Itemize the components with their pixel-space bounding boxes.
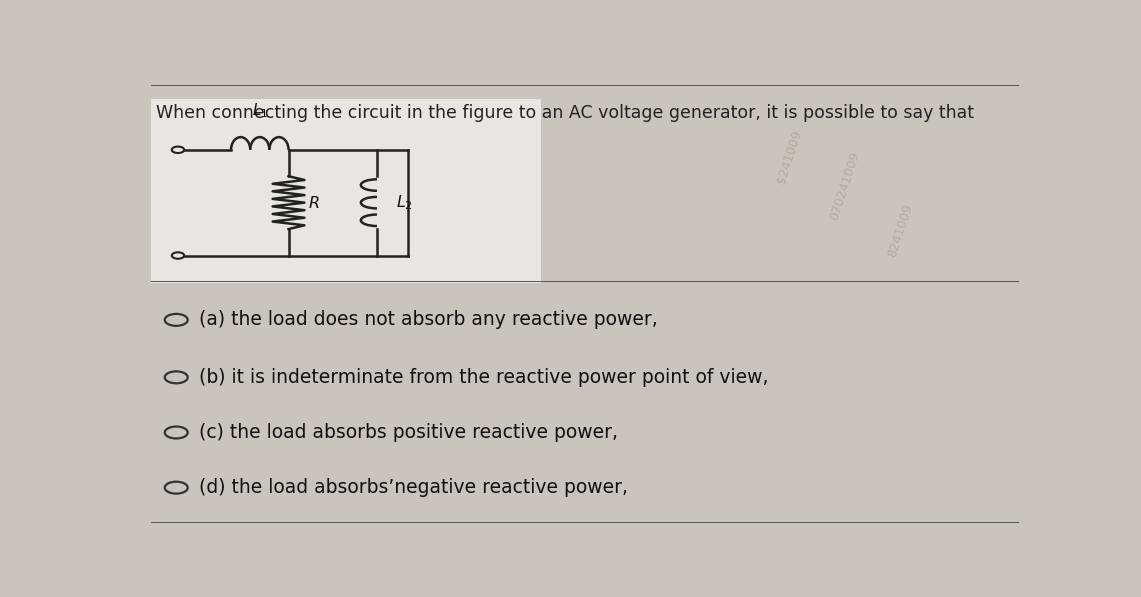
Text: (d) the load absorbs’negative reactive power,: (d) the load absorbs’negative reactive p… bbox=[200, 478, 629, 497]
Text: (a) the load does not absorb any reactive power,: (a) the load does not absorb any reactiv… bbox=[200, 310, 658, 330]
Text: 070241009: 070241009 bbox=[828, 150, 863, 221]
FancyBboxPatch shape bbox=[152, 99, 541, 283]
Text: $241009: $241009 bbox=[775, 128, 804, 185]
Text: (c) the load absorbs positive reactive power,: (c) the load absorbs positive reactive p… bbox=[200, 423, 618, 442]
Text: (b) it is indeterminate from the reactive power point of view,: (b) it is indeterminate from the reactiv… bbox=[200, 368, 769, 387]
Text: $L_2$: $L_2$ bbox=[396, 193, 413, 212]
Text: $R$: $R$ bbox=[308, 195, 319, 211]
Text: $L_1$: $L_1$ bbox=[252, 101, 268, 120]
Text: When connecting the circuit in the figure to an AC voltage generator, it is poss: When connecting the circuit in the figur… bbox=[156, 104, 974, 122]
Text: 8241009: 8241009 bbox=[885, 202, 915, 259]
